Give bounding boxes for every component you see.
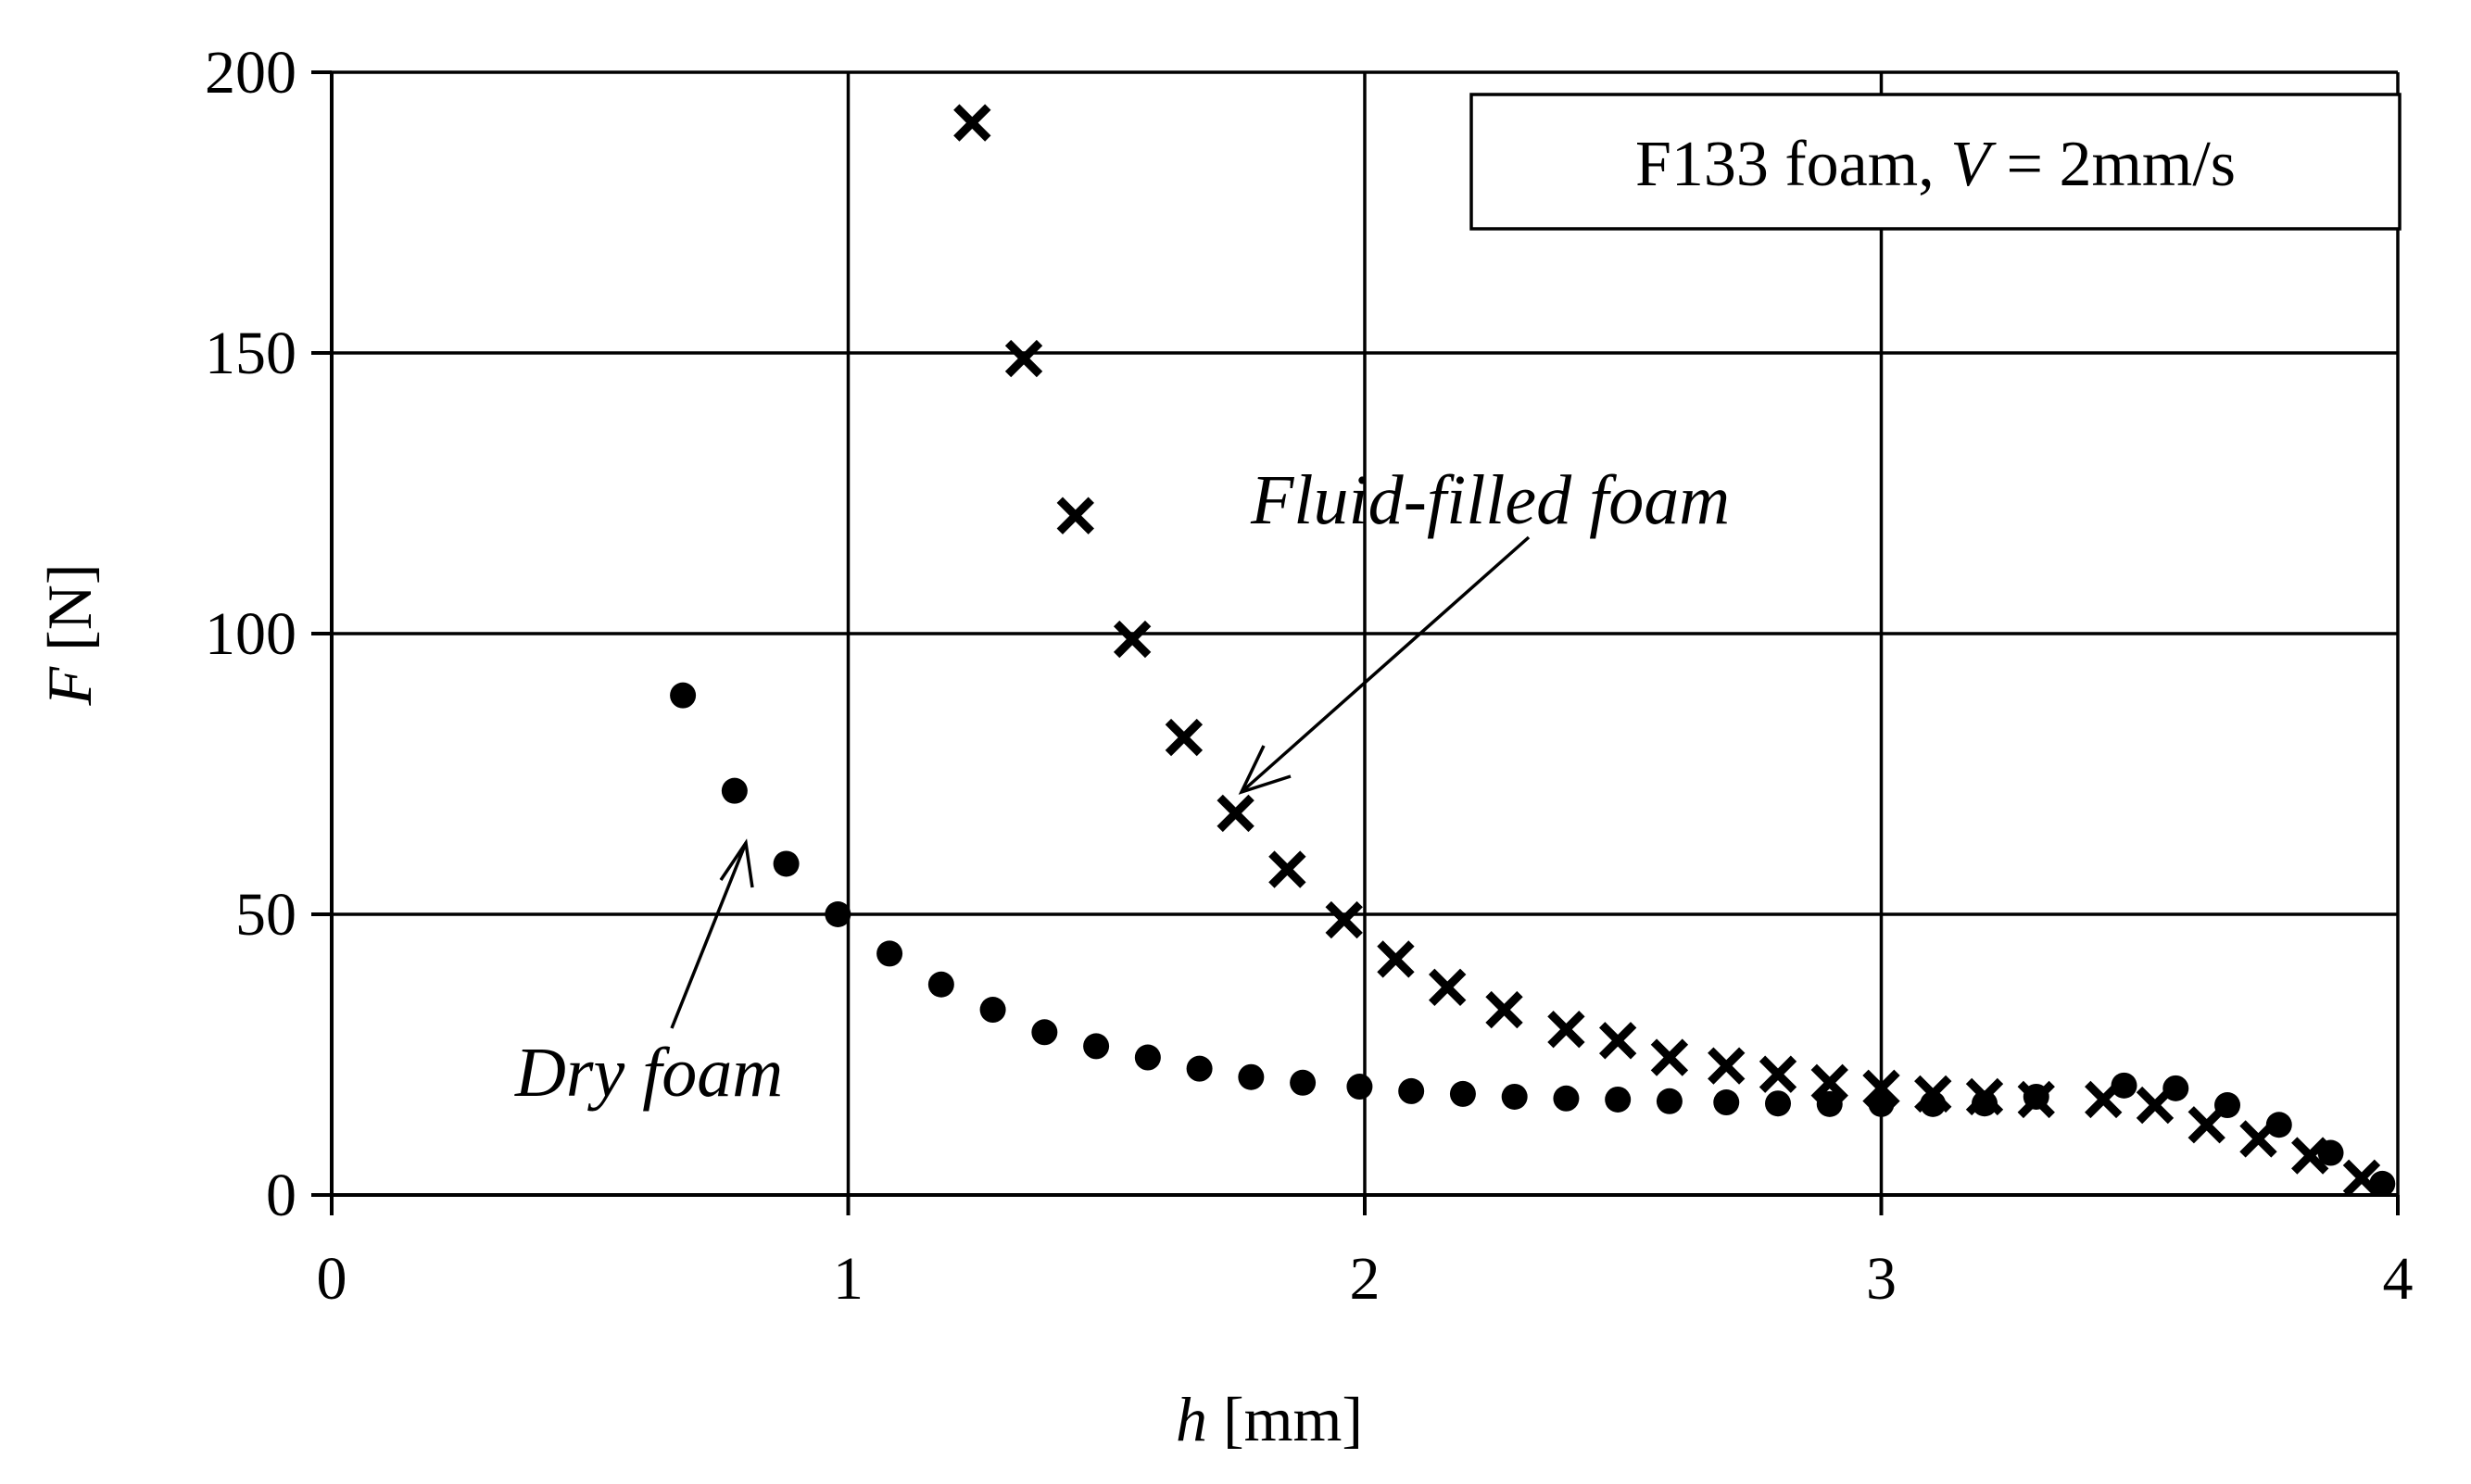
- data-point-fluid: [2291, 1137, 2329, 1175]
- data-point-dry: [1134, 1044, 1161, 1071]
- data-point-fluid: [2017, 1080, 2055, 1119]
- data-point-fluid: [1708, 1047, 1746, 1085]
- data-point-dry: [1972, 1090, 1998, 1117]
- x-axis-title: h [mm]: [1176, 1384, 1363, 1454]
- data-point-fluid: [1810, 1063, 1848, 1101]
- data-point-fluid: [1056, 497, 1094, 534]
- annotation-fluid-arrowhead: [1238, 745, 1292, 795]
- series-fluid: [953, 104, 2381, 1198]
- annotation-dry-label: Dry foam: [514, 1034, 783, 1112]
- data-point-fluid: [1268, 850, 1306, 888]
- data-point-fluid: [1217, 794, 1254, 833]
- data-point-dry: [1290, 1069, 1317, 1096]
- x-tick-label: 0: [317, 1245, 347, 1313]
- data-point-dry: [876, 940, 903, 967]
- data-point-dry: [927, 971, 954, 998]
- data-point-fluid: [2136, 1086, 2175, 1125]
- x-tick-label: 2: [1350, 1245, 1380, 1313]
- y-tick-label: 50: [235, 881, 296, 949]
- data-point-dry: [670, 682, 697, 709]
- data-point-fluid: [1004, 339, 1043, 378]
- data-point-fluid: [1429, 968, 1467, 1006]
- data-point-dry: [2265, 1112, 2292, 1138]
- data-point-dry: [1186, 1055, 1213, 1082]
- grid: [332, 70, 2400, 1195]
- annotation-fluid: Fluid-filled foam: [1238, 461, 1730, 795]
- data-point-fluid: [1862, 1069, 1900, 1108]
- data-point-dry: [1765, 1090, 1791, 1117]
- data-point-fluid: [953, 104, 991, 142]
- data-point-fluid: [2342, 1159, 2381, 1198]
- data-point-fluid: [1598, 1022, 1637, 1060]
- data-point-dry: [979, 997, 1006, 1024]
- annotation-fluid-arrow-shaft: [1240, 535, 1531, 794]
- data-point-fluid: [2187, 1106, 2225, 1144]
- data-point-fluid: [1759, 1055, 1797, 1093]
- annotation-dry-arrowhead: [719, 838, 754, 888]
- data-point-fluid: [1485, 990, 1523, 1029]
- data-point-dry: [1083, 1033, 1110, 1060]
- y-axis-title: F [N]: [34, 564, 105, 707]
- y-tick-label: 0: [266, 1162, 296, 1229]
- data-point-fluid: [1377, 940, 1415, 978]
- data-point-dry: [1713, 1089, 1740, 1116]
- data-point-dry: [1656, 1088, 1683, 1114]
- data-point-fluid: [1113, 620, 1152, 659]
- data-point-dry: [721, 777, 748, 804]
- data-point-dry: [1346, 1074, 1373, 1100]
- data-point-fluid: [1165, 718, 1204, 757]
- tick-labels: 0 50 100 150 200 0 1 2 3 4: [205, 39, 2414, 1313]
- x-tick-label: 3: [1866, 1245, 1897, 1313]
- axes: [311, 70, 2400, 1215]
- data-point-dry: [1031, 1019, 1058, 1046]
- data-point-dry: [1501, 1083, 1528, 1110]
- y-tick-label: 100: [205, 600, 296, 668]
- data-point-dry: [2111, 1072, 2137, 1099]
- series-dry: [670, 682, 2396, 1197]
- data-point-dry: [1553, 1085, 1580, 1112]
- annotation-dry: Dry foam: [514, 838, 783, 1112]
- legend-box-frame: [1469, 93, 2402, 231]
- legend-text: F133 foam, V = 2mm/s: [1635, 129, 2236, 200]
- data-point-fluid: [1325, 900, 1363, 939]
- x-tick-label: 4: [2383, 1245, 2414, 1313]
- legend-box: F133 foam, V = 2mm/s: [1469, 93, 2402, 231]
- data-point-dry: [773, 850, 800, 877]
- data-point-dry: [1238, 1063, 1265, 1090]
- data-point-fluid: [1650, 1038, 1689, 1076]
- data-point-fluid: [2085, 1080, 2123, 1119]
- data-point-dry: [825, 901, 851, 927]
- data-point-dry: [1398, 1077, 1425, 1104]
- data-point-fluid: [2239, 1120, 2277, 1158]
- data-point-dry: [1449, 1080, 1476, 1107]
- annotation-fluid-label: Fluid-filled foam: [1250, 461, 1730, 539]
- annotation-dry-arrow-shaft: [670, 842, 748, 1029]
- y-tick-label: 200: [205, 39, 296, 107]
- data-point-fluid: [1914, 1075, 1952, 1113]
- y-tick-label: 150: [205, 320, 296, 387]
- x-tick-label: 1: [833, 1245, 864, 1313]
- data-point-fluid: [1547, 1011, 1585, 1049]
- data-point-dry: [1816, 1090, 1843, 1117]
- data-point-fluid: [1965, 1077, 2004, 1116]
- data-point-dry: [1605, 1086, 1632, 1113]
- data-marks: [670, 104, 2396, 1198]
